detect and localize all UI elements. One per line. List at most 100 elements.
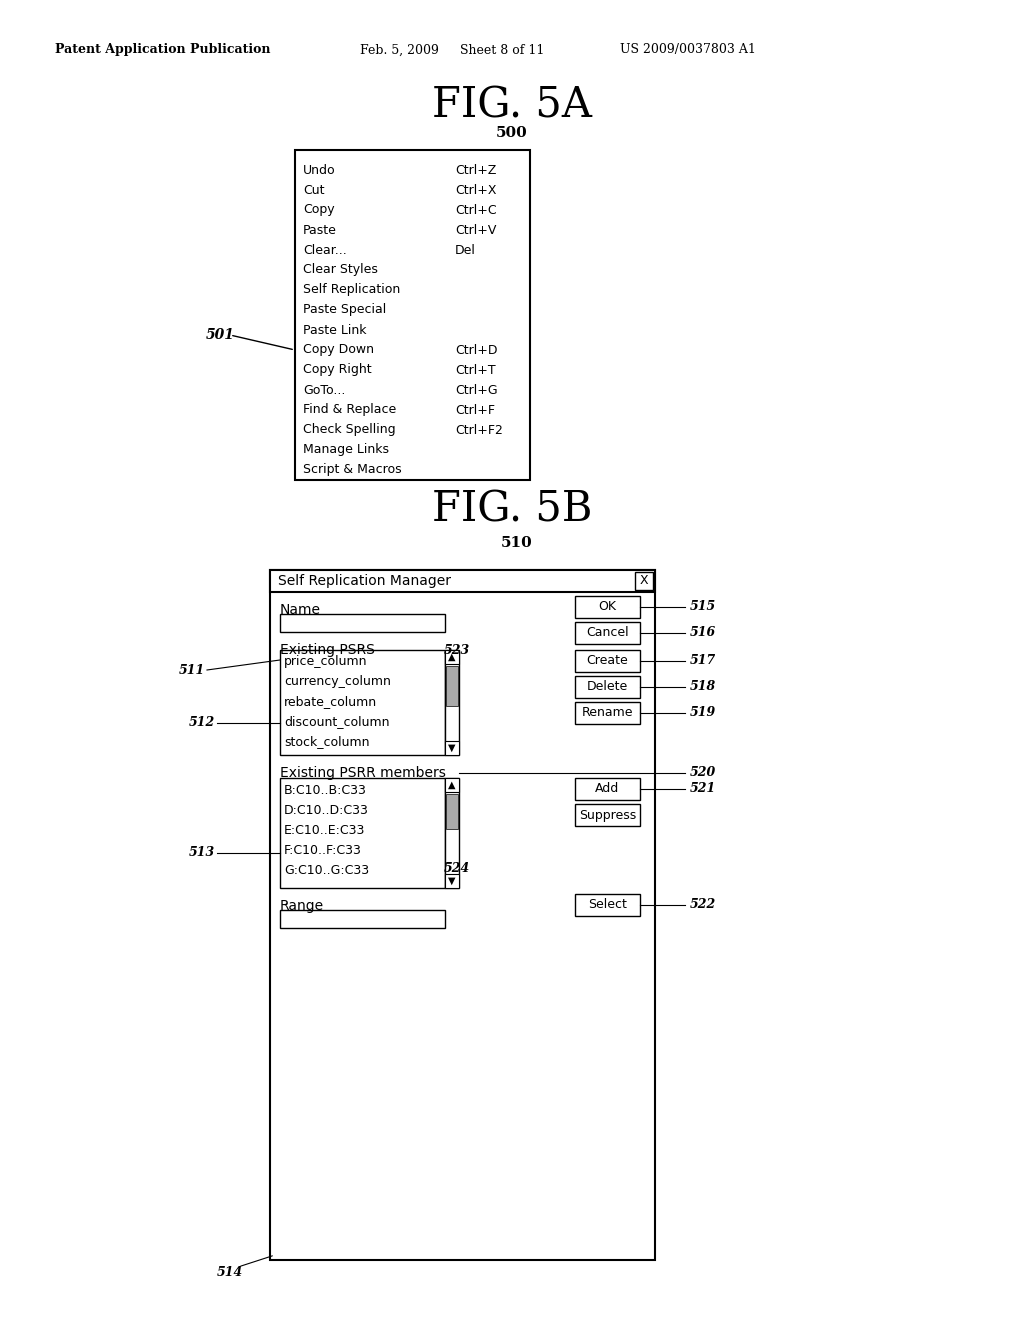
Bar (575, 777, 640, 800)
Bar (445, 741, 459, 755)
Text: Clear...: Clear... (303, 243, 347, 256)
Bar (445, 777, 459, 888)
Text: 524: 524 (443, 862, 470, 874)
Text: ▼: ▼ (449, 876, 456, 886)
Text: currency_column: currency_column (284, 676, 391, 689)
Text: G:C10..G:C33: G:C10..G:C33 (284, 863, 369, 876)
Bar (280, 649, 445, 755)
Text: FIG. 5B: FIG. 5B (432, 488, 592, 531)
Bar (270, 570, 655, 1261)
Text: 512: 512 (188, 715, 215, 729)
Text: Undo: Undo (303, 164, 336, 177)
Text: GoTo...: GoTo... (303, 384, 345, 396)
Text: Ctrl+T: Ctrl+T (455, 363, 496, 376)
Text: 516: 516 (690, 627, 716, 639)
Bar (445, 649, 459, 664)
Text: Copy Right: Copy Right (303, 363, 372, 376)
Text: 518: 518 (690, 681, 716, 693)
Text: E:C10..E:C33: E:C10..E:C33 (284, 824, 366, 837)
Text: ▼: ▼ (449, 743, 456, 752)
Bar (445, 777, 459, 792)
Bar (446, 795, 458, 829)
Text: Self Replication Manager: Self Replication Manager (278, 574, 451, 587)
Text: stock_column: stock_column (284, 735, 370, 748)
Text: 519: 519 (690, 706, 716, 719)
Text: 511: 511 (179, 664, 205, 676)
Text: discount_column: discount_column (284, 715, 389, 729)
Text: 523: 523 (443, 644, 470, 656)
Text: 513: 513 (188, 846, 215, 859)
Text: Cancel: Cancel (586, 627, 629, 639)
Text: Find & Replace: Find & Replace (303, 404, 396, 417)
Bar (280, 777, 445, 888)
Bar (280, 909, 445, 928)
Text: price_column: price_column (284, 656, 368, 668)
Text: FIG. 5A: FIG. 5A (432, 84, 592, 125)
Text: 515: 515 (690, 601, 716, 614)
Text: Copy: Copy (303, 203, 335, 216)
Text: Paste: Paste (303, 223, 337, 236)
Bar (575, 676, 640, 698)
Bar (295, 150, 530, 480)
Text: rebate_column: rebate_column (284, 696, 377, 709)
Bar (575, 702, 640, 723)
Text: Ctrl+F2: Ctrl+F2 (455, 424, 503, 437)
Text: Existing PSRS: Existing PSRS (280, 643, 375, 657)
Text: Check Spelling: Check Spelling (303, 424, 395, 437)
Bar (446, 667, 458, 706)
Text: Ctrl+G: Ctrl+G (455, 384, 498, 396)
Text: Clear Styles: Clear Styles (303, 264, 378, 276)
Text: Suppress: Suppress (579, 808, 636, 821)
Bar (635, 572, 653, 590)
Text: 517: 517 (690, 655, 716, 668)
Text: Delete: Delete (587, 681, 628, 693)
Text: Del: Del (455, 243, 476, 256)
Text: Existing PSRR members: Existing PSRR members (280, 766, 445, 780)
Text: Ctrl+X: Ctrl+X (455, 183, 497, 197)
Text: D:C10..D:C33: D:C10..D:C33 (284, 804, 369, 817)
Text: Copy Down: Copy Down (303, 343, 374, 356)
Text: Ctrl+C: Ctrl+C (455, 203, 497, 216)
Text: 521: 521 (690, 783, 716, 796)
Text: ▲: ▲ (449, 780, 456, 789)
Text: OK: OK (598, 601, 616, 614)
Bar (575, 622, 640, 644)
Bar (445, 649, 459, 755)
Text: Select: Select (588, 899, 627, 912)
Text: B:C10..B:C33: B:C10..B:C33 (284, 784, 367, 796)
Text: Feb. 5, 2009: Feb. 5, 2009 (360, 44, 439, 57)
Text: Ctrl+F: Ctrl+F (455, 404, 495, 417)
Text: 514: 514 (217, 1266, 243, 1279)
Bar (575, 804, 640, 826)
Text: 522: 522 (690, 899, 716, 912)
Text: 500: 500 (496, 125, 528, 140)
Text: Ctrl+V: Ctrl+V (455, 223, 497, 236)
Text: Rename: Rename (582, 706, 633, 719)
Bar (575, 894, 640, 916)
Text: Ctrl+D: Ctrl+D (455, 343, 498, 356)
Text: Name: Name (280, 603, 321, 616)
Text: Self Replication: Self Replication (303, 284, 400, 297)
Text: US 2009/0037803 A1: US 2009/0037803 A1 (620, 44, 756, 57)
Text: Paste Link: Paste Link (303, 323, 367, 337)
Text: F:C10..F:C33: F:C10..F:C33 (284, 843, 361, 857)
Text: Script & Macros: Script & Macros (303, 463, 401, 477)
Bar (575, 597, 640, 618)
Text: X: X (640, 574, 648, 587)
Bar (280, 614, 445, 632)
Text: Cut: Cut (303, 183, 325, 197)
Bar (445, 874, 459, 888)
Text: 501: 501 (206, 327, 234, 342)
Text: 510: 510 (501, 536, 532, 550)
Text: Add: Add (595, 783, 620, 796)
Text: 520: 520 (690, 767, 716, 780)
Text: Range: Range (280, 899, 325, 913)
Text: Manage Links: Manage Links (303, 444, 389, 457)
Text: Paste Special: Paste Special (303, 304, 386, 317)
Text: Sheet 8 of 11: Sheet 8 of 11 (460, 44, 545, 57)
Bar (575, 649, 640, 672)
Text: ▲: ▲ (449, 652, 456, 663)
Bar (270, 570, 655, 591)
Text: Patent Application Publication: Patent Application Publication (55, 44, 270, 57)
Text: Create: Create (587, 655, 629, 668)
